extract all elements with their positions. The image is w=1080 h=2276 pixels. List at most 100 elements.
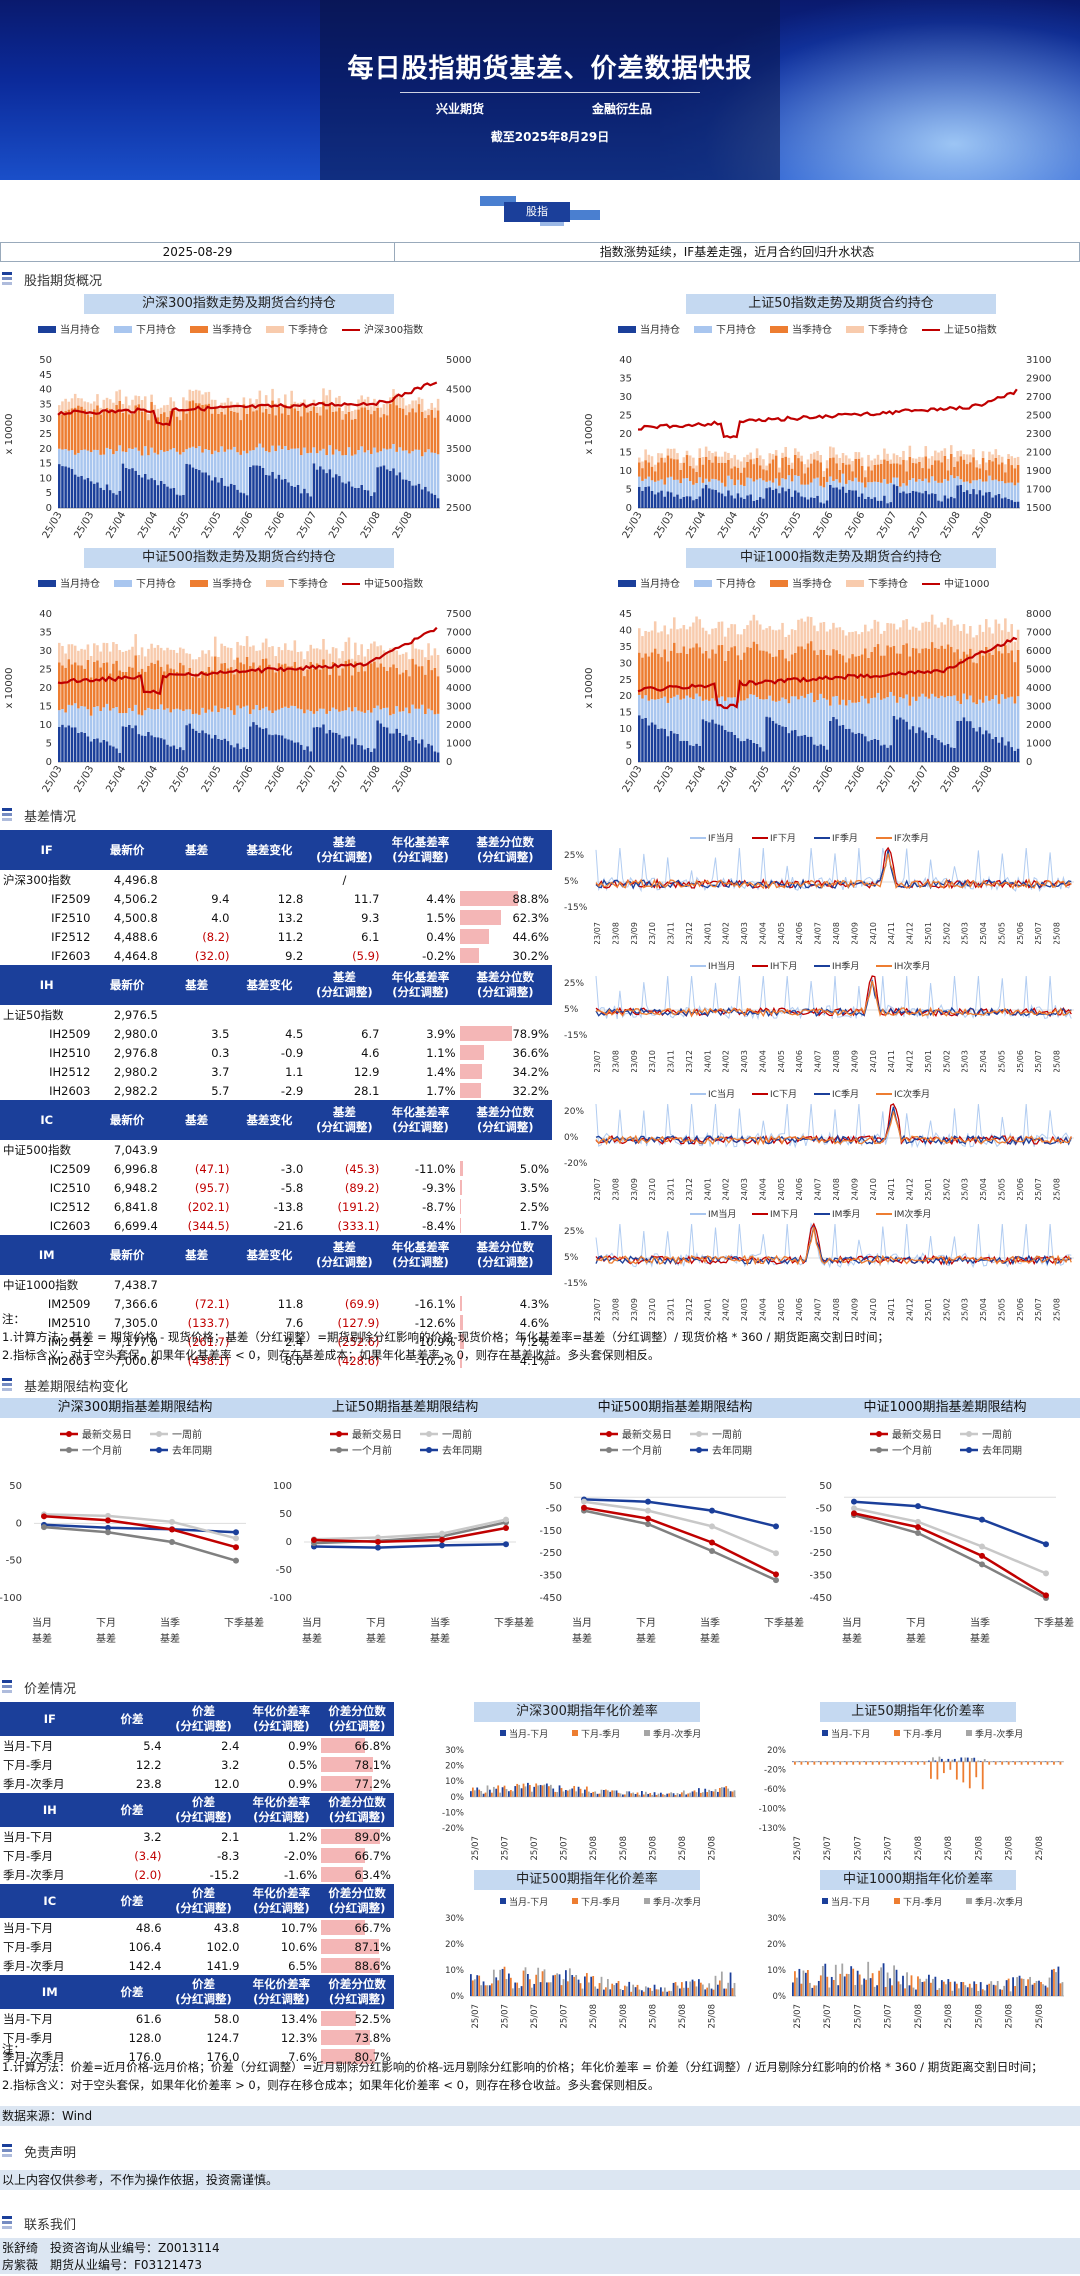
bar-segment [108, 399, 112, 409]
bar-segment [949, 646, 953, 697]
header-cell: 价差 (分红调整) [164, 1884, 243, 1918]
bar [638, 1989, 641, 1996]
bar [904, 1761, 906, 1765]
data-point [375, 1544, 381, 1551]
bar [1059, 1983, 1062, 1996]
bar-segment [395, 393, 398, 406]
bar-segment [819, 693, 822, 745]
bar-segment [673, 642, 676, 697]
banner-panel [320, 0, 780, 180]
percentile-value: 78.9% [512, 1026, 549, 1041]
bar-segment [653, 481, 657, 495]
tick-label: 8000 [1026, 609, 1051, 620]
bar-segment [978, 464, 982, 469]
date-label: 25/03 [621, 510, 645, 540]
bar-segment [851, 732, 854, 762]
bar [910, 1975, 913, 1996]
section-basis: 基差情况 [0, 804, 1080, 825]
bar-segment [255, 705, 258, 725]
bar-segment [809, 453, 813, 464]
percentile-cell: 89.0% [320, 1827, 394, 1846]
bar-segment [392, 468, 395, 508]
bar-segment [774, 455, 778, 479]
bar-segment [369, 712, 373, 752]
bar-segment [67, 644, 71, 660]
bar-segment [93, 409, 96, 450]
bar-segment [679, 469, 682, 484]
spread-cell: 128.0 [128, 2030, 162, 2045]
bar-segment [781, 622, 784, 650]
bar-segment [685, 455, 689, 479]
bar-segment [207, 450, 211, 476]
bar-segment [201, 730, 204, 762]
data-point [1043, 1570, 1049, 1577]
bar-segment [752, 500, 756, 508]
bar [973, 1757, 976, 1762]
bar [473, 1790, 476, 1797]
bar-segment [758, 699, 762, 748]
bar [1007, 1761, 1010, 1765]
bar-segment [150, 478, 153, 508]
date-label: 25/03 [961, 922, 970, 944]
price-cell: 4,506.2 [113, 891, 158, 906]
bar-segment [347, 707, 351, 737]
legend-swatch [694, 580, 712, 587]
bar-segment [918, 630, 921, 654]
legend-label: IC下月 [770, 1089, 797, 1100]
bar-segment [899, 697, 902, 718]
bar-segment [236, 743, 239, 762]
percentile-value: 62.3% [512, 910, 549, 925]
percentile-bar [459, 1334, 465, 1349]
bar-segment [924, 490, 928, 508]
bar-segment [373, 410, 376, 448]
bar-segment [182, 750, 185, 762]
bar-segment [972, 489, 975, 508]
bar [470, 1974, 472, 1996]
tick-label: 2000 [446, 720, 471, 731]
bar-segment [870, 628, 873, 652]
bar-segment [242, 645, 246, 665]
bar-segment [433, 667, 437, 715]
bar-segment [408, 740, 411, 762]
bar-segment [994, 695, 998, 737]
bar [720, 1787, 723, 1797]
legend-label: 最新交易日 [892, 1428, 942, 1441]
bar-segment [404, 479, 408, 508]
tick-label: -150 [540, 1526, 562, 1537]
note-line: 2.指标含义：对于空头套保，如果年化基差率 < 0，则存在基差成本；如果年化基差… [2, 1348, 660, 1362]
bar-segment [172, 487, 176, 508]
bar [537, 1967, 540, 1996]
bar [979, 1760, 982, 1762]
bar-segment [194, 403, 198, 449]
bar [1014, 1985, 1017, 1996]
bar-segment [411, 400, 414, 409]
bar [1001, 1761, 1004, 1765]
bar-segment [121, 671, 125, 714]
date-label: 25/08 [619, 2004, 629, 2029]
bar-segment [325, 409, 328, 456]
bar-segment [829, 446, 832, 459]
bar-segment [172, 709, 176, 746]
adjusted-basis-cell: (252.6) [337, 1334, 380, 1349]
annualized-rate-cell: -11.0% [414, 1161, 456, 1176]
bar-segment [800, 496, 803, 508]
bar-segment [245, 407, 249, 414]
bar-segment [1016, 501, 1020, 508]
axis-label: x 10000 [4, 414, 15, 455]
bar-segment [207, 734, 211, 762]
bar [1029, 1976, 1031, 1996]
tick-label: -50 [276, 1565, 292, 1576]
bar-segment [902, 644, 905, 699]
bar-segment [379, 645, 383, 664]
bar [886, 1972, 889, 1996]
bar-segment [988, 459, 991, 476]
bar-segment [264, 638, 268, 659]
bar [858, 1974, 861, 1996]
bar-segment [280, 449, 284, 480]
price-cell: 7,177.0 [113, 1334, 158, 1349]
bar-segment [984, 481, 988, 493]
tick-label: 0 [626, 503, 632, 514]
bar [910, 1761, 913, 1765]
bar-segment [182, 452, 185, 495]
bar-segment [420, 739, 424, 762]
